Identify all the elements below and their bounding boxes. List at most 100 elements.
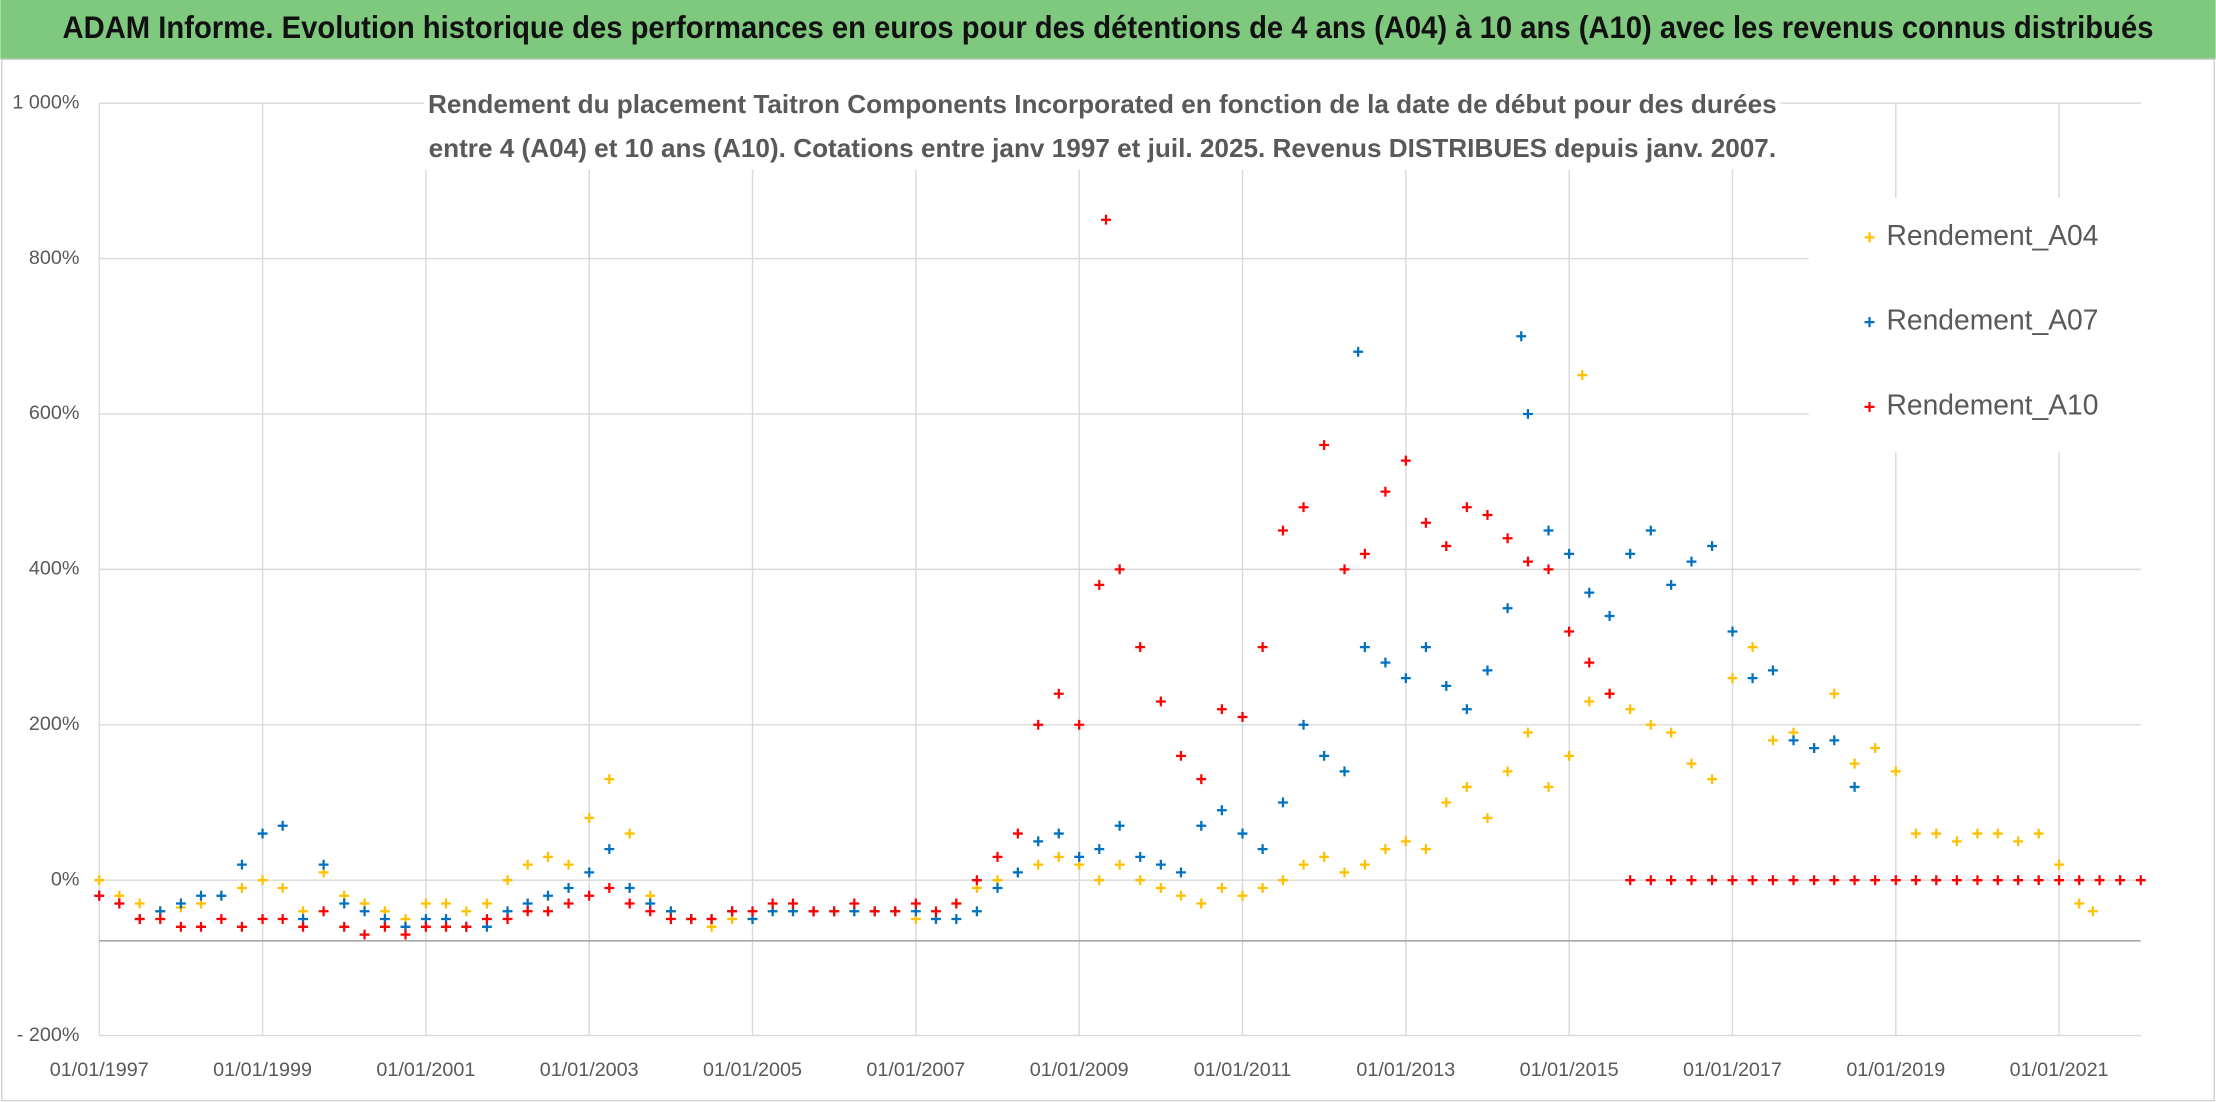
data-point xyxy=(236,921,247,932)
data-point xyxy=(1196,820,1207,831)
data-point xyxy=(1625,704,1636,715)
y-tick-label: 0% xyxy=(51,868,80,890)
data-point xyxy=(1101,214,1111,225)
data-point xyxy=(1645,875,1656,886)
data-point xyxy=(257,914,268,924)
data-point xyxy=(359,906,370,917)
data-point xyxy=(1319,750,1330,761)
data-point xyxy=(420,921,431,932)
data-point xyxy=(890,906,901,917)
data-point xyxy=(94,890,105,901)
y-tick-label: 600% xyxy=(29,402,80,424)
grid: - 200% 0% 200% 400% 600% 800% 1 000% 01/01/1997… xyxy=(12,91,2141,1081)
x-tick-label: 01/01/2007 xyxy=(866,1059,965,1081)
data-point xyxy=(1707,875,1718,886)
data-point xyxy=(318,859,329,870)
x-tick-label: 01/01/2001 xyxy=(376,1059,475,1081)
data-point xyxy=(257,875,268,886)
data-point xyxy=(543,851,553,862)
data-point xyxy=(1543,525,1554,536)
data-point xyxy=(1604,688,1615,699)
x-tick-label: 01/01/2009 xyxy=(1030,1059,1129,1081)
title-box: Rendement du placement Taitron Component… xyxy=(424,81,1781,170)
data-point xyxy=(1931,828,1942,839)
data-point xyxy=(1870,875,1881,886)
data-point xyxy=(1747,875,1758,886)
data-point xyxy=(1053,851,1064,862)
data-point xyxy=(1809,743,1820,754)
data-point xyxy=(1461,781,1472,792)
data-point xyxy=(1747,673,1758,684)
data-point xyxy=(1482,665,1493,676)
y-tick-label: 400% xyxy=(29,558,80,580)
data-point xyxy=(522,859,533,870)
data-point xyxy=(706,914,717,924)
data-point xyxy=(747,906,758,917)
data-point xyxy=(379,921,390,932)
data-point xyxy=(1482,510,1493,520)
data-point xyxy=(1135,642,1146,653)
x-tick-label: 01/01/1999 xyxy=(213,1059,312,1081)
data-point xyxy=(624,898,635,909)
data-point xyxy=(2074,875,2085,886)
x-tick-label: 01/01/1997 xyxy=(50,1059,149,1081)
data-point xyxy=(1829,735,1840,746)
data-point xyxy=(1278,525,1288,536)
data-point xyxy=(788,898,798,909)
data-point xyxy=(1012,828,1023,839)
x-tick-label: 01/01/2013 xyxy=(1356,1059,1455,1081)
data-point xyxy=(1012,867,1023,878)
data-point xyxy=(1053,828,1064,839)
data-point xyxy=(2115,875,2126,886)
data-point xyxy=(1196,898,1207,909)
data-point xyxy=(1155,883,1166,893)
data-point xyxy=(298,921,308,932)
data-point xyxy=(665,914,676,924)
data-point xyxy=(1890,766,1901,777)
data-point xyxy=(1298,719,1309,730)
data-point xyxy=(1033,859,1044,870)
data-point xyxy=(2054,875,2065,886)
data-point xyxy=(1747,642,1758,653)
data-point xyxy=(236,859,247,870)
data-point xyxy=(1951,875,1962,886)
data-point xyxy=(849,898,860,909)
data-point xyxy=(1523,727,1533,738)
data-point xyxy=(1502,603,1513,614)
data-point xyxy=(1666,875,1677,886)
data-point xyxy=(2135,875,2146,886)
data-point xyxy=(1319,440,1330,450)
data-point xyxy=(1114,820,1125,831)
data-point xyxy=(1727,673,1738,684)
data-point xyxy=(134,914,145,924)
data-point xyxy=(1992,875,2003,886)
data-point xyxy=(1564,750,1575,761)
legend: Rendement_A04 Rendement_A07 Rendement_A10 xyxy=(1864,219,2098,420)
x-tick-label: 01/01/2019 xyxy=(1846,1059,1945,1081)
data-point xyxy=(1543,781,1554,792)
data-point xyxy=(1380,486,1391,497)
data-point xyxy=(584,890,595,901)
data-point xyxy=(175,921,186,932)
data-point xyxy=(604,883,615,893)
data-point xyxy=(1359,548,1370,559)
data-point xyxy=(1482,813,1493,823)
y-tick-label: 1 000% xyxy=(12,91,79,113)
data-point xyxy=(624,883,635,893)
data-point xyxy=(1870,743,1881,754)
data-point xyxy=(1564,626,1575,637)
data-point xyxy=(1114,859,1125,870)
chart-title: Rendement du placement Taitron Component… xyxy=(424,81,1781,170)
legend-box xyxy=(1808,197,2141,453)
data-point xyxy=(277,883,288,893)
data-point xyxy=(1094,579,1105,590)
data-point xyxy=(1461,704,1472,715)
data-point xyxy=(1809,875,1820,886)
data-point xyxy=(2074,898,2085,909)
data-point xyxy=(563,898,574,909)
data-point xyxy=(563,883,574,893)
data-point xyxy=(1461,502,1472,513)
data-point xyxy=(1767,665,1778,676)
legend-label: Rendement_A07 xyxy=(1886,304,2098,336)
data-point xyxy=(645,906,656,917)
